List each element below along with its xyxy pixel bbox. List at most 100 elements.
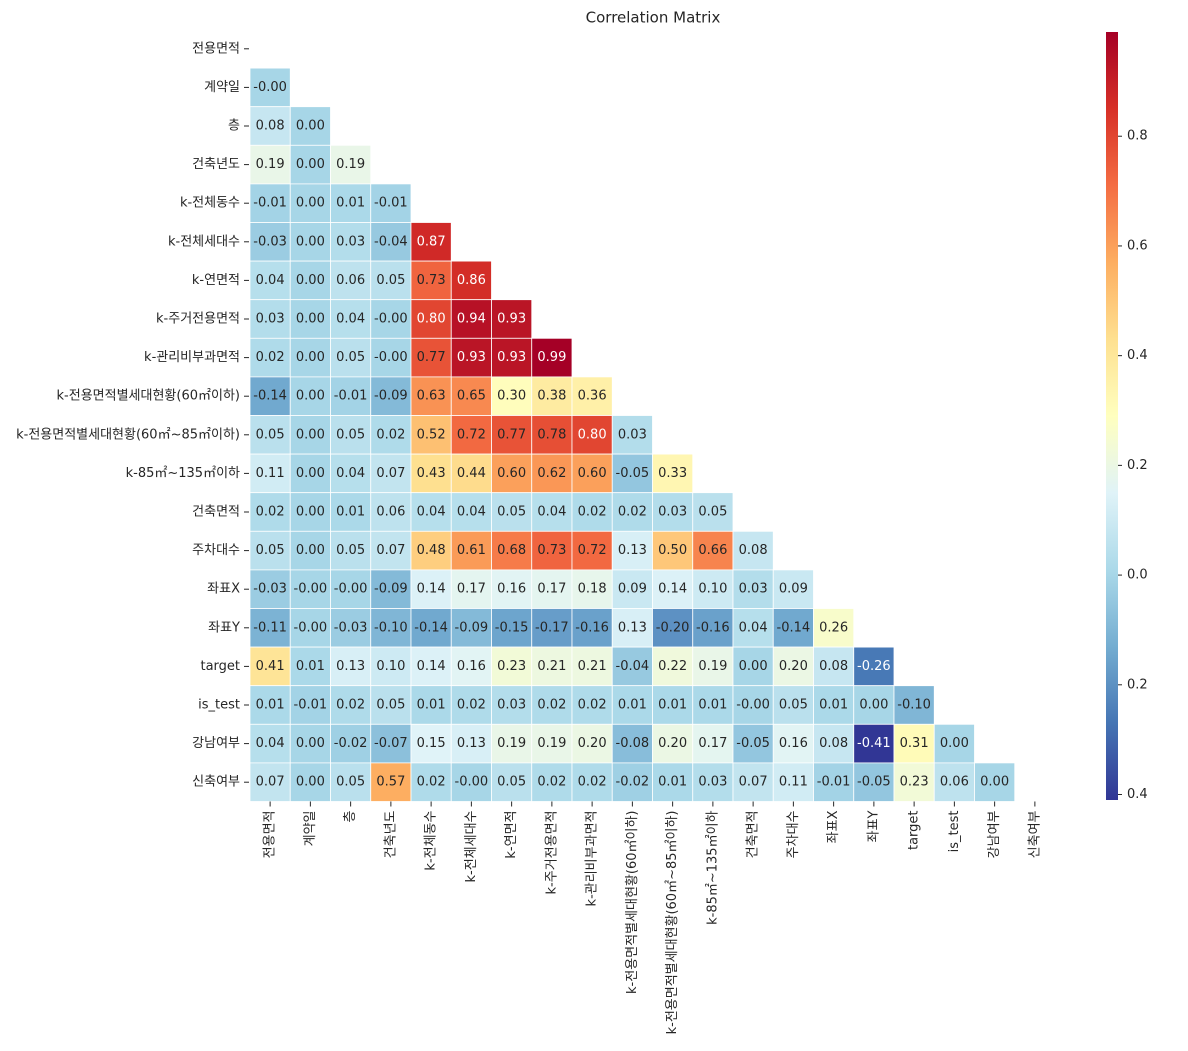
- heatmap-cell: [611, 762, 653, 802]
- cell-label: 0.00: [296, 466, 325, 481]
- heatmap-cell: [410, 569, 452, 609]
- cell-label: 0.08: [739, 543, 768, 558]
- cell-label: 0.19: [497, 736, 526, 751]
- cell-label: 0.52: [417, 427, 446, 442]
- cell-label: -0.01: [817, 775, 851, 790]
- heatmap-cell: [531, 492, 573, 532]
- heatmap-cell: [652, 492, 694, 532]
- colorbar-tick-label: 0.8: [1127, 129, 1148, 144]
- cell-label: 0.04: [457, 505, 486, 520]
- heatmap-cell: [370, 453, 412, 494]
- heatmap-cell: [571, 453, 613, 494]
- cell-label: 0.02: [537, 775, 566, 790]
- cell-label: 0.01: [417, 698, 446, 713]
- y-tick-label: k-주거전용면적: [156, 312, 240, 327]
- cell-label: 0.44: [457, 466, 486, 481]
- heatmap-cell: [571, 376, 613, 416]
- cell-label: 0.31: [900, 736, 929, 751]
- heatmap-cell: [370, 646, 412, 687]
- cell-label: 0.07: [739, 775, 768, 790]
- cell-label: -0.17: [535, 620, 569, 635]
- cell-label: -0.04: [374, 234, 408, 249]
- heatmap-cell: [370, 183, 412, 223]
- heatmap-cell: [531, 646, 573, 687]
- cell-label: 0.33: [658, 466, 687, 481]
- heatmap-cell: [531, 608, 573, 648]
- x-tick-label: 좌표X: [826, 810, 841, 843]
- y-tick-label: 주차대수: [192, 543, 240, 558]
- heatmap-cell: [450, 762, 492, 802]
- cell-label: -0.11: [253, 620, 287, 635]
- heatmap-cell: [813, 608, 855, 648]
- cell-label: 0.04: [537, 505, 566, 520]
- heatmap-cell: [853, 646, 895, 687]
- cell-label: 0.03: [658, 505, 687, 520]
- heatmap-cell: [571, 530, 613, 571]
- cell-label: 0.13: [457, 736, 486, 751]
- heatmap-cell: [249, 376, 291, 416]
- heatmap-cell: [531, 415, 573, 455]
- heatmap-cell: [330, 260, 372, 301]
- y-tick-label: k-관리비부과면적: [144, 350, 240, 365]
- cell-label: 0.02: [256, 505, 285, 520]
- heatmap-cell: [571, 685, 613, 725]
- cell-label: 0.73: [417, 273, 446, 288]
- heatmap-cell: [330, 608, 372, 648]
- colorbar-tick-label: 0.6: [1127, 238, 1148, 253]
- cell-label: -0.05: [857, 775, 891, 790]
- heatmap-cell: [772, 569, 814, 609]
- heatmap-cell: [692, 492, 734, 532]
- cell-label: 0.03: [336, 234, 365, 249]
- cell-label: 0.02: [417, 775, 446, 790]
- heatmap-cell: [289, 222, 331, 262]
- y-tick-label: 계약일: [204, 80, 240, 95]
- x-tick-label: 전용면적: [263, 811, 278, 859]
- cell-label: 0.68: [497, 543, 526, 558]
- cell-label: 0.77: [417, 350, 446, 365]
- cell-label: 0.01: [296, 659, 325, 674]
- heatmap-cell: [491, 492, 533, 532]
- heatmap-cell: [491, 376, 533, 416]
- heatmap-cell: [732, 723, 774, 764]
- cell-label: 0.19: [537, 736, 566, 751]
- x-tick-label: k-전체세대수: [464, 810, 479, 882]
- heatmap-cell: [370, 569, 412, 609]
- cell-label: 0.87: [417, 234, 446, 249]
- heatmap-cell: [652, 762, 694, 802]
- cell-label: 0.07: [376, 466, 405, 481]
- cell-label: 0.05: [376, 698, 405, 713]
- heatmap-cell: [370, 492, 412, 532]
- heatmap-cell: [611, 415, 653, 455]
- cell-label: -0.10: [374, 620, 408, 635]
- heatmap-cell: [772, 646, 814, 687]
- y-tick-label: 좌표X: [207, 582, 240, 597]
- y-tick-label: 강남여부: [192, 736, 240, 751]
- cell-label: 0.08: [819, 659, 848, 674]
- colorbar-tick-label: 0.2: [1127, 677, 1148, 692]
- cell-label: 0.02: [618, 505, 647, 520]
- cell-label: 0.05: [698, 505, 727, 520]
- heatmap-cell: [289, 299, 331, 339]
- cell-label: -0.14: [253, 389, 287, 404]
- x-tick-label: k-전용면적별세대현황(60㎡이하): [625, 811, 640, 994]
- heatmap-cell: [289, 106, 331, 146]
- heatmap-cell: [289, 415, 331, 455]
- heatmap-cell: [652, 685, 694, 725]
- heatmap-cell: [491, 685, 533, 725]
- heatmap-cell: [772, 608, 814, 648]
- heatmap-cell: [410, 530, 452, 571]
- x-tick-label: k-전용면적별세대현황(60㎡~85㎡이하): [665, 811, 680, 1035]
- cell-label: 0.00: [296, 157, 325, 172]
- heatmap-cell: [450, 530, 492, 571]
- heatmap-cell: [450, 685, 492, 725]
- heatmap-cell: [249, 646, 291, 687]
- colorbar-tick-label: 0.0: [1127, 568, 1148, 583]
- heatmap-cell: [571, 492, 613, 532]
- heatmap-cell: [611, 723, 653, 764]
- heatmap-cell: [370, 260, 412, 301]
- cell-label: 0.41: [256, 659, 285, 674]
- cell-label: 0.05: [336, 427, 365, 442]
- heatmap-cell: [450, 415, 492, 455]
- heatmap-cell: [370, 222, 412, 262]
- x-tick-label: 계약일: [303, 811, 318, 847]
